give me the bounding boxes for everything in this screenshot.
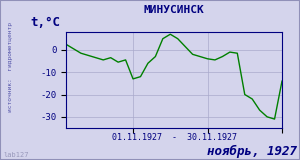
Text: 01.11.1927  -  30.11.1927: 01.11.1927 - 30.11.1927	[112, 133, 236, 142]
Text: lab127: lab127	[3, 152, 29, 158]
Text: источник:  гидрометцентр: источник: гидрометцентр	[8, 22, 13, 112]
Text: ноябрь, 1927: ноябрь, 1927	[207, 145, 297, 158]
Text: МИНУСИНСК: МИНУСИНСК	[144, 5, 204, 15]
Text: t,°C: t,°C	[30, 16, 60, 29]
